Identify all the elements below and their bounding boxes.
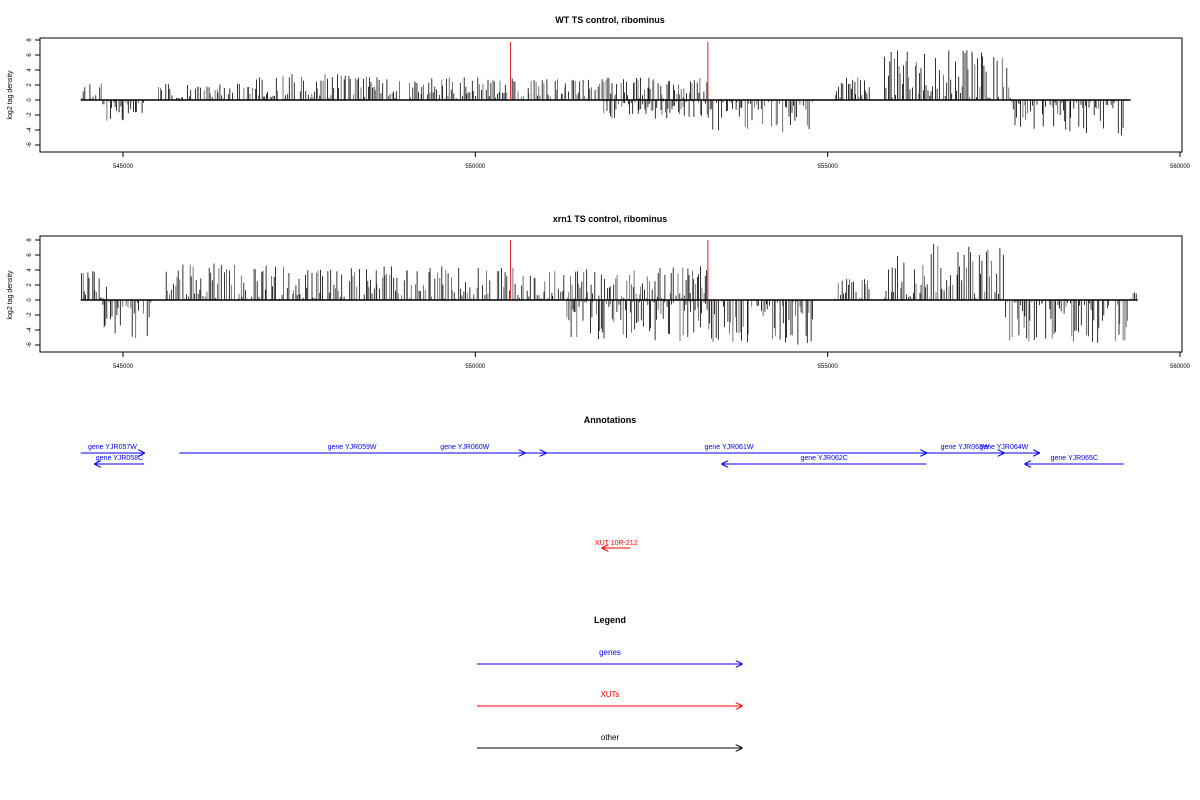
wt-data-bars [80,42,1131,136]
wt-y-tick-label: -6 [27,142,33,148]
wt-panel: WT TS control, ribominus log2 tag densit… [7,15,1191,170]
xrn1-x-tick-label: 555000 [818,364,839,370]
wt-y-tick-label: 8 [27,38,33,42]
wt-panel-title: WT TS control, ribominus [555,15,665,25]
annotations-title: Annotations [584,415,637,425]
gene-annotations: gene YJR057W gene YJR058C gene YJR059W gene… [80,444,1124,464]
xrn1-y-tick-label: 0 [27,298,33,302]
legend-item-other: other [477,733,742,748]
wt-y-tick-label: 2 [27,83,33,87]
gene-label: gene YJR061W [705,444,754,451]
wt-y-tick-label: 4 [27,68,33,72]
wt-y-axis-label: log2 tag density [7,70,14,120]
gene-label: gene YJR064W [979,444,1028,451]
wt-y-tick-label: -4 [27,127,33,133]
wt-x-tick-label: 545000 [113,164,134,170]
gene-label: gene YJR059W [328,444,377,451]
legend-item-xuts: XUTs [477,690,742,706]
gene-label: gene YJR063W [941,444,990,451]
xrn1-plot-frame [39,235,1183,353]
legend-panel: Legend genes XUTs other [477,615,742,748]
xrn1-y-tick-label: 8 [27,238,33,242]
gene-label: gene YJR057W [88,444,137,451]
xrn1-y-tick-label: 4 [27,268,33,272]
wt-y-tick-label: -2 [27,112,33,118]
xrn1-y-tick-label: 6 [27,253,33,257]
gene-label: gene YJR065C [1051,455,1098,462]
wt-y-tick-label: 0 [27,98,33,102]
wt-x-axis: 545000 550000 555000 560000 [113,152,1191,170]
xrn1-x-tick-label: 550000 [465,364,486,370]
wt-x-tick-label: 555000 [818,164,839,170]
legend-label-genes: genes [599,648,621,657]
xrn1-y-axis: -6 -4 -2 0 2 4 6 8 [27,238,40,348]
xrn1-x-tick-label: 560000 [1170,364,1191,370]
wt-x-tick-label: 550000 [465,164,486,170]
wt-plot-frame [39,37,1183,153]
xut-annotations: XUT 10R-212 [595,540,638,548]
xrn1-y-tick-label: 2 [27,283,33,287]
xrn1-data-bars [80,240,1138,345]
wt-y-axis: -6 -4 -2 0 2 4 6 8 [27,38,40,148]
xut-label: XUT 10R-212 [595,540,638,547]
legend-label-other: other [601,733,620,742]
xrn1-y-axis-label: log2 tag density [7,270,14,320]
xrn1-y-tick-label: -4 [27,327,33,333]
gene-label: gene YJR058C [96,455,143,462]
xrn1-x-axis: 545000 550000 555000 560000 [113,352,1191,370]
xrn1-x-tick-label: 545000 [113,364,134,370]
legend-item-genes: genes [477,648,742,664]
xrn1-panel: xrn1 TS control, ribominus log2 tag dens… [7,214,1191,370]
wt-x-tick-label: 560000 [1170,164,1191,170]
gene-label: gene YJR062C [800,455,847,462]
xrn1-y-tick-label: -6 [27,342,33,348]
legend-title: Legend [594,615,626,625]
xrn1-panel-title: xrn1 TS control, ribominus [553,214,668,224]
xrn1-y-tick-label: -2 [27,312,33,318]
wt-y-tick-label: 6 [27,53,33,57]
legend-label-xuts: XUTs [600,690,619,699]
gene-label: gene YJR060W [440,444,489,451]
